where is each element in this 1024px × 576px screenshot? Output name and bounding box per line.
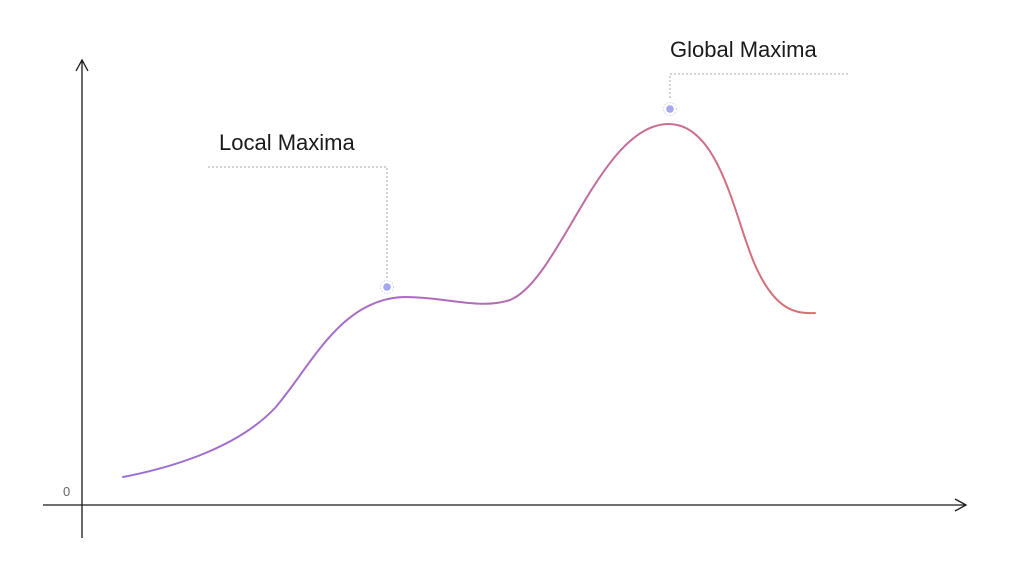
y-axis-arrowhead (75, 58, 89, 72)
local-maxima-label: Local Maxima (219, 130, 355, 155)
function-curve (122, 122, 816, 478)
global-maxima-label: Global Maxima (670, 37, 817, 62)
local-maxima-marker (380, 280, 394, 294)
x-axis (43, 498, 968, 512)
global-maxima-marker (663, 102, 677, 116)
x-axis-arrowhead (954, 498, 968, 512)
origin-label: 0 (63, 484, 70, 499)
local-maxima-leader (208, 166, 388, 278)
global-maxima-leader (669, 73, 848, 100)
y-axis (75, 58, 89, 538)
